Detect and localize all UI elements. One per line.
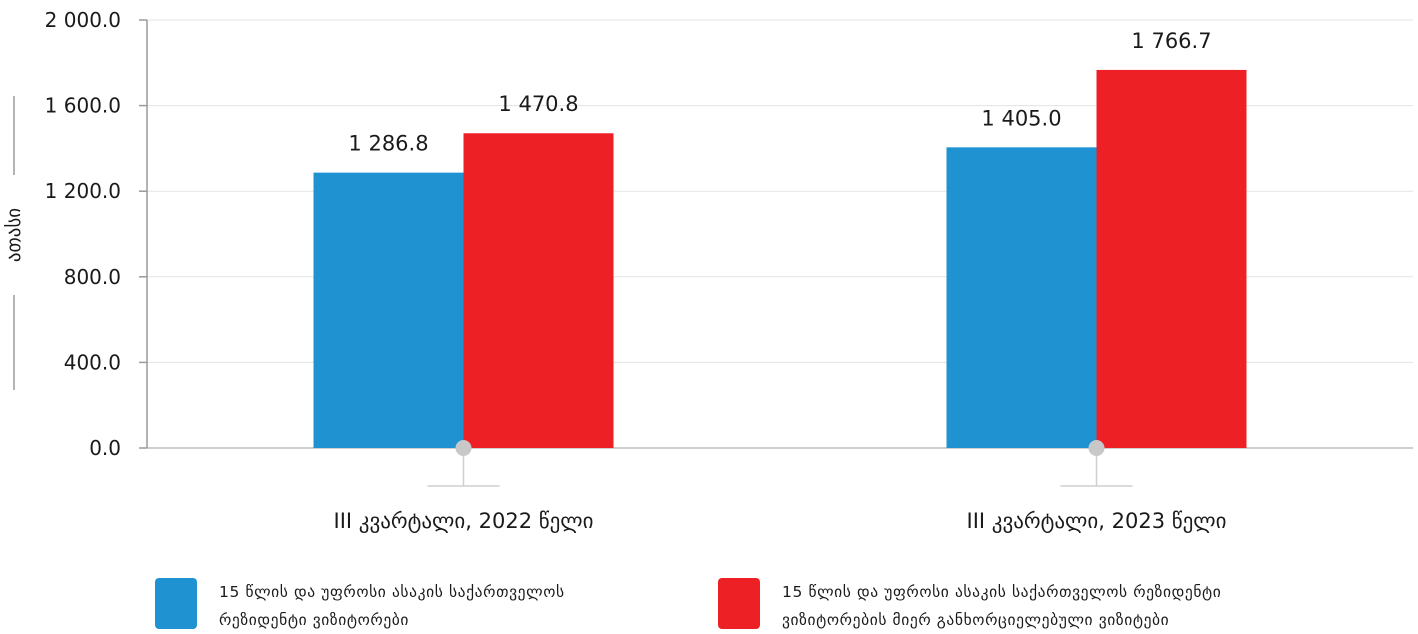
- y-tick-label: 0.0: [89, 436, 121, 460]
- y-tick-label: 1 600.0: [45, 94, 121, 118]
- bar-value-label: 1 766.7: [1131, 29, 1211, 53]
- legend-label-series-2: 15 წლის და უფროსი ასაკის საქართველოს რეზ…: [782, 578, 1221, 634]
- y-tick-labels: 0.0 400.0 800.0 1 200.0 1 600.0 2 000.0: [45, 8, 147, 460]
- legend-item-series-2: 15 წლის და უფროსი ასაკის საქართველოს რეზ…: [718, 578, 1221, 634]
- category-label: III კვარტალი, 2023 წელი: [967, 509, 1227, 533]
- legend-label-series-2-line-2: ვიზიტორების მიერ განხორციელებული ვიზიტებ…: [782, 606, 1221, 634]
- legend-swatch-red: [718, 578, 760, 629]
- bar-2-2: [1097, 70, 1247, 448]
- bar-2-1: [464, 133, 614, 448]
- bar-chart: ათასი 0.0 400.0 800.0 1 200.0 1 600.0 2 000.0…: [0, 0, 1418, 570]
- legend-label-series-1-line-2: რეზიდენტი ვიზიტორები: [219, 606, 565, 634]
- bars: [314, 70, 1247, 448]
- bar-1-1: [314, 173, 464, 448]
- legend-label-series-1: 15 წლის და უფროსი ასაკის საქართველოს რეზ…: [219, 578, 565, 634]
- bar-value-label: 1 470.8: [498, 92, 578, 116]
- category-marker: [456, 440, 472, 456]
- legend-swatch-blue: [155, 578, 197, 629]
- legend-label-series-2-line-1: 15 წლის და უფროსი ასაკის საქართველოს რეზ…: [782, 578, 1221, 606]
- y-axis-title: ათასი: [3, 208, 25, 262]
- y-tick-label: 400.0: [64, 350, 121, 374]
- y-tick-label: 800.0: [64, 265, 121, 289]
- y-tick-label: 2 000.0: [45, 8, 121, 32]
- category-label: III კვარტალი, 2022 წელი: [334, 509, 594, 533]
- bar-1-2: [947, 147, 1097, 448]
- legend-item-series-1: 15 წლის და უფროსი ასაკის საქართველოს რეზ…: [155, 578, 565, 634]
- bar-value-label: 1 405.0: [981, 106, 1061, 130]
- category-marker: [1089, 440, 1105, 456]
- bar-value-label: 1 286.8: [348, 132, 428, 156]
- category-axis: III კვარტალი, 2022 წელი III კვარტალი, 202…: [334, 440, 1227, 533]
- y-tick-label: 1 200.0: [45, 179, 121, 203]
- legend-label-series-1-line-1: 15 წლის და უფროსი ასაკის საქართველოს: [219, 578, 565, 606]
